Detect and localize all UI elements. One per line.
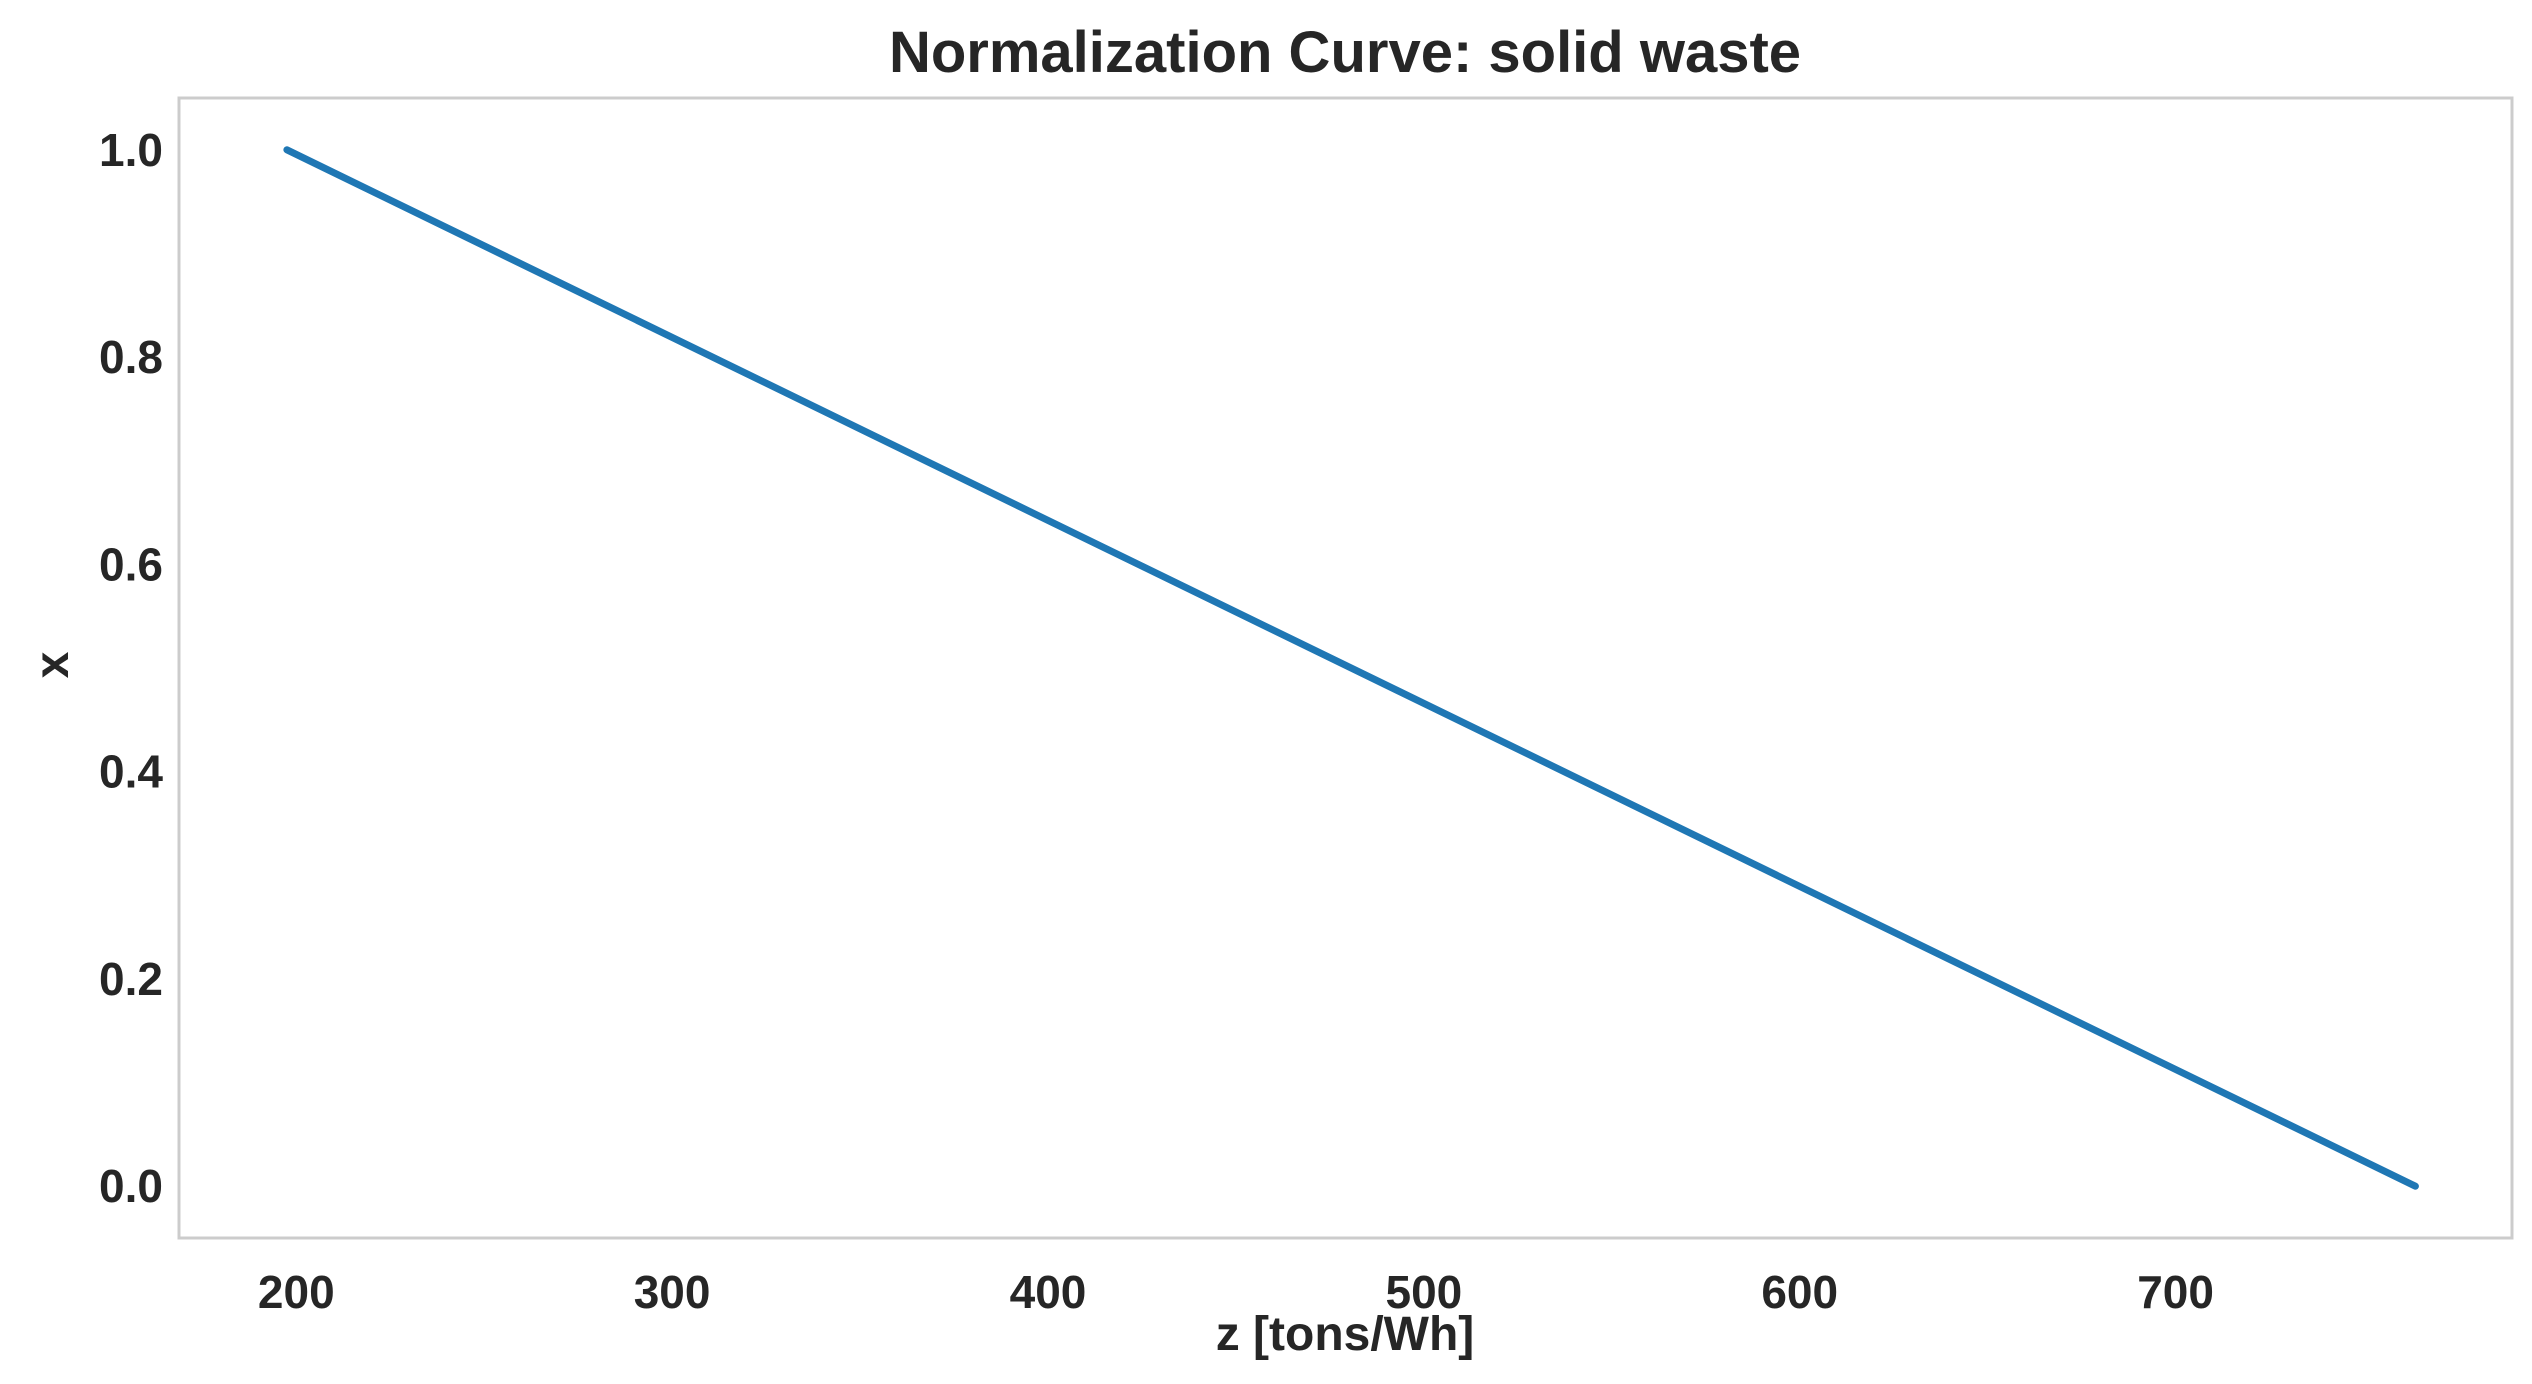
y-axis-label: x [26, 651, 79, 678]
series-line-0 [283, 146, 2419, 1190]
y-tick-label: 0.6 [99, 538, 163, 590]
x-tick-label: 500 [1386, 1266, 1463, 1318]
x-tick-label: 400 [1010, 1266, 1087, 1318]
y-tick-label: 0.4 [99, 746, 163, 798]
x-tick-label: 300 [634, 1266, 711, 1318]
y-tick-label: 0.2 [99, 953, 163, 1005]
plot-area [283, 146, 2419, 1190]
y-tick-label: 0.8 [99, 331, 163, 383]
x-axis-label: z [tons/Wh] [1216, 1308, 1475, 1361]
chart-title: Normalization Curve: solid waste [889, 20, 1801, 85]
x-tick-label: 200 [258, 1266, 335, 1318]
y-tick-label: 1.0 [99, 124, 163, 176]
plot-frame [177, 96, 2514, 1240]
x-axis-ticks: 200 300 400 500 600 700 [258, 1266, 2214, 1318]
y-axis-ticks: 0.0 0.2 0.4 0.6 0.8 1.0 [99, 124, 163, 1212]
y-tick-label: 0.0 [99, 1160, 163, 1212]
x-tick-label: 600 [1761, 1266, 1838, 1318]
x-tick-label: 700 [2137, 1266, 2214, 1318]
